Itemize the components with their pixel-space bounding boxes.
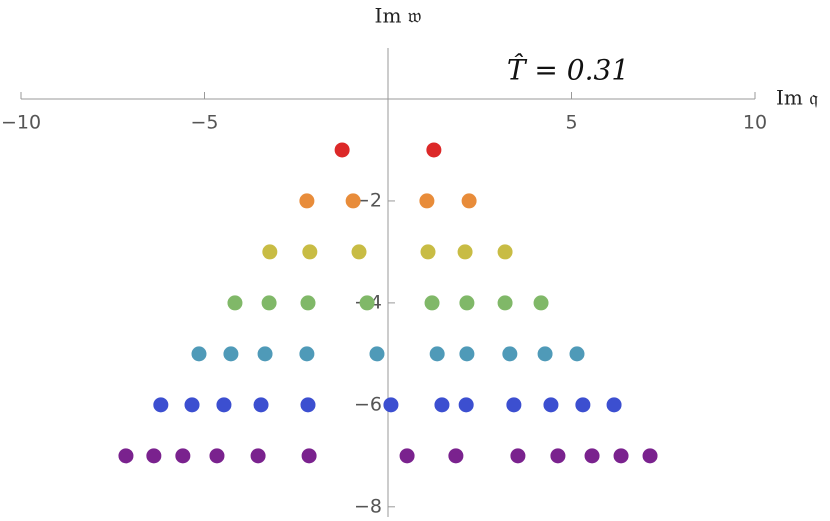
point: [497, 244, 513, 260]
point: [334, 142, 350, 158]
point: [351, 244, 367, 260]
point: [369, 346, 385, 362]
point: [250, 448, 266, 464]
point: [299, 193, 315, 209]
point: [448, 448, 464, 464]
y-axis-label: Im 𝔴: [375, 4, 422, 28]
point: [497, 295, 513, 311]
point: [302, 244, 318, 260]
x-tick-label: −5: [190, 111, 218, 133]
x-tick-label: 5: [565, 111, 577, 133]
y-tick-label: −8: [354, 495, 382, 517]
point: [426, 142, 442, 158]
point: [209, 448, 225, 464]
point: [301, 448, 317, 464]
point: [533, 295, 549, 311]
point: [434, 397, 450, 413]
point: [506, 397, 522, 413]
annotation: T̂ = 0.31: [507, 53, 629, 86]
point: [459, 346, 475, 362]
point: [191, 346, 207, 362]
x-tick-label: −10: [1, 111, 41, 133]
point: [429, 346, 445, 362]
point: [537, 346, 553, 362]
point: [420, 244, 436, 260]
point: [253, 397, 269, 413]
point: [216, 397, 232, 413]
point: [550, 448, 566, 464]
point: [359, 295, 375, 311]
point: [300, 397, 316, 413]
point: [606, 397, 622, 413]
point: [257, 346, 273, 362]
point: [459, 295, 475, 311]
point: [399, 448, 415, 464]
point: [613, 448, 629, 464]
point: [458, 397, 474, 413]
point: [175, 448, 191, 464]
point: [419, 193, 435, 209]
point: [510, 448, 526, 464]
y-tick-label: −2: [354, 189, 382, 211]
point: [227, 295, 243, 311]
point: [261, 295, 277, 311]
point: [153, 397, 169, 413]
point: [575, 397, 591, 413]
point: [502, 346, 518, 362]
point: [299, 346, 315, 362]
point: [345, 193, 361, 209]
point: [642, 448, 658, 464]
x-axis-label: Im 𝔮: [776, 86, 818, 110]
point: [300, 295, 316, 311]
point: [461, 193, 477, 209]
point: [569, 346, 585, 362]
point: [262, 244, 278, 260]
point: [457, 244, 473, 260]
point: [424, 295, 440, 311]
point: [223, 346, 239, 362]
y-tick-label: −6: [354, 393, 382, 415]
point: [383, 397, 399, 413]
point: [184, 397, 200, 413]
point: [543, 397, 559, 413]
point: [118, 448, 134, 464]
point: [146, 448, 162, 464]
x-tick-label: 10: [743, 111, 767, 133]
point: [584, 448, 600, 464]
